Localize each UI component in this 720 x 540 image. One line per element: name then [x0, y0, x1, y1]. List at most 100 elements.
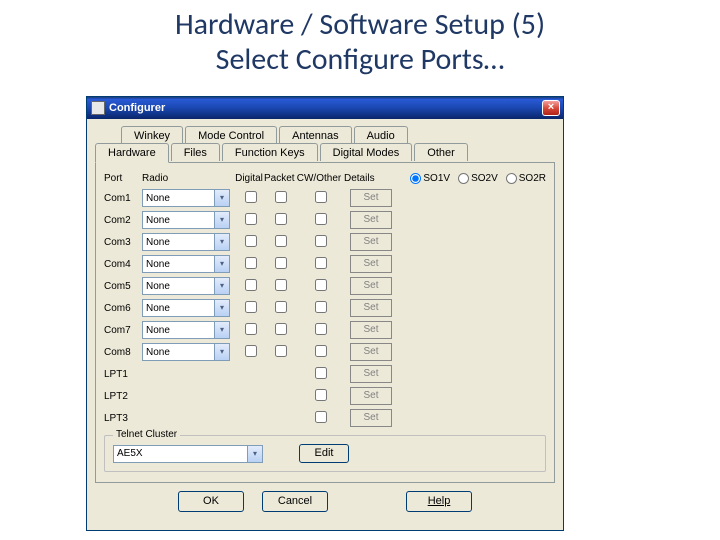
digital-checkbox[interactable]	[245, 235, 257, 247]
radio-combo[interactable]: None▾	[142, 343, 230, 361]
cw-other-checkbox[interactable]	[315, 301, 327, 313]
set-button[interactable]: Set	[350, 189, 392, 207]
port-row: Com6None▾Set	[104, 297, 546, 319]
chevron-down-icon[interactable]: ▾	[214, 278, 229, 294]
packet-checkbox[interactable]	[275, 191, 287, 203]
telnet-legend: Telnet Cluster	[113, 429, 180, 440]
telnet-value: AE5X	[117, 448, 143, 459]
port-row: Com2None▾ Set	[104, 209, 546, 231]
port-row: LPT1 Set	[104, 363, 546, 385]
radio-combo[interactable]: None▾	[142, 189, 230, 207]
radio-combo[interactable]: None▾	[142, 211, 230, 229]
port-label: Com8	[104, 347, 142, 358]
set-button[interactable]: Set	[350, 299, 392, 317]
tab-page-hardware: Port Radio Digital Packet CW/Other Detai…	[95, 162, 555, 483]
radio-so1v-input[interactable]	[410, 173, 421, 184]
radio-so2v[interactable]: SO2V	[458, 173, 498, 184]
cw-other-checkbox[interactable]	[315, 235, 327, 247]
digital-checkbox[interactable]	[245, 213, 257, 225]
radio-combo[interactable]: None▾	[142, 255, 230, 273]
tab-hardware[interactable]: Hardware	[95, 143, 169, 163]
titlebar[interactable]: Configurer ×	[87, 97, 563, 119]
packet-checkbox[interactable]	[275, 257, 287, 269]
radio-combo[interactable]: None ▾	[142, 277, 230, 295]
tab-other[interactable]: Other	[414, 143, 468, 161]
cw-other-checkbox[interactable]	[315, 411, 327, 423]
chevron-down-icon[interactable]: ▾	[214, 300, 229, 316]
cancel-button[interactable]: Cancel	[262, 491, 328, 512]
port-row: Com4None▾Set	[104, 253, 546, 275]
chevron-down-icon[interactable]: ▾	[214, 344, 229, 360]
radio-value: None	[146, 325, 170, 336]
digital-checkbox[interactable]	[245, 279, 257, 291]
radio-combo[interactable]: None ▾	[142, 321, 230, 339]
digital-checkbox[interactable]	[245, 323, 257, 335]
tab-winkey[interactable]: Winkey	[121, 126, 183, 144]
digital-checkbox[interactable]	[245, 345, 257, 357]
chevron-down-icon[interactable]: ▾	[214, 322, 229, 338]
digital-checkbox[interactable]	[245, 191, 257, 203]
packet-checkbox[interactable]	[275, 345, 287, 357]
set-button[interactable]: Set	[350, 277, 392, 295]
digital-checkbox[interactable]	[245, 257, 257, 269]
port-row: Com5None▾Set	[104, 275, 546, 297]
ok-button[interactable]: OK	[178, 491, 244, 512]
tab-antennas[interactable]: Antennas	[279, 126, 351, 144]
set-button[interactable]: Set	[350, 365, 392, 383]
port-row: LPT3 Set	[104, 407, 546, 429]
cw-other-checkbox[interactable]	[315, 257, 327, 269]
port-row: Com7None▾Set	[104, 319, 546, 341]
help-button[interactable]: Help	[406, 491, 472, 512]
radio-combo[interactable]: None▾	[142, 233, 230, 251]
radio-so2r[interactable]: SO2R	[506, 173, 546, 184]
radio-so1v[interactable]: SO1V	[410, 173, 450, 184]
radio-so2v-label: SO2V	[471, 173, 498, 184]
packet-checkbox[interactable]	[275, 235, 287, 247]
set-button[interactable]: Set	[350, 255, 392, 273]
chevron-down-icon[interactable]: ▾	[214, 190, 229, 206]
radio-combo[interactable]: None▾	[142, 299, 230, 317]
slide-title-line2: Select Configure Ports…	[216, 41, 505, 78]
radio-value: None	[146, 281, 170, 292]
cw-other-checkbox[interactable]	[315, 345, 327, 357]
set-button[interactable]: Set	[350, 321, 392, 339]
port-row: Com3None▾Set	[104, 231, 546, 253]
tab-files[interactable]: Files	[171, 143, 220, 161]
tab-function-keys[interactable]: Function Keys	[222, 143, 318, 161]
cw-other-checkbox[interactable]	[315, 389, 327, 401]
chevron-down-icon[interactable]: ▾	[247, 446, 262, 462]
cw-other-checkbox[interactable]	[315, 213, 327, 225]
port-label: Com2	[104, 215, 142, 226]
cw-other-checkbox[interactable]	[315, 323, 327, 335]
radio-so2v-input[interactable]	[458, 173, 469, 184]
close-icon[interactable]: ×	[542, 100, 560, 116]
packet-checkbox[interactable]	[275, 279, 287, 291]
port-rows: Com1None▾SetCom2None▾SetCom3None▾SetCom4…	[104, 187, 546, 429]
chevron-down-icon[interactable]: ▾	[214, 212, 229, 228]
port-label: LPT3	[104, 413, 142, 424]
tab-digital-modes[interactable]: Digital Modes	[320, 143, 413, 161]
tab-audio[interactable]: Audio	[354, 126, 408, 144]
telnet-edit-button[interactable]: Edit	[299, 444, 349, 463]
telnet-combo[interactable]: AE5X ▾	[113, 445, 263, 463]
packet-checkbox[interactable]	[275, 323, 287, 335]
header-cw-other: CW/Other	[294, 173, 344, 184]
set-button[interactable]: Set	[350, 343, 392, 361]
packet-checkbox[interactable]	[275, 301, 287, 313]
chevron-down-icon[interactable]: ▾	[214, 234, 229, 250]
cw-other-checkbox[interactable]	[315, 367, 327, 379]
set-button[interactable]: Set	[350, 387, 392, 405]
digital-checkbox[interactable]	[245, 301, 257, 313]
set-button[interactable]: Set	[350, 211, 392, 229]
set-button[interactable]: Set	[350, 233, 392, 251]
cw-other-checkbox[interactable]	[315, 191, 327, 203]
cw-other-checkbox[interactable]	[315, 279, 327, 291]
app-icon	[91, 101, 105, 115]
port-label: LPT1	[104, 369, 142, 380]
packet-checkbox[interactable]	[275, 213, 287, 225]
set-button[interactable]: Set	[350, 409, 392, 427]
radio-so2r-input[interactable]	[506, 173, 517, 184]
tab-mode-control[interactable]: Mode Control	[185, 126, 277, 144]
tab-row-back: Winkey Mode Control Antennas Audio	[121, 125, 555, 143]
chevron-down-icon[interactable]: ▾	[214, 256, 229, 272]
